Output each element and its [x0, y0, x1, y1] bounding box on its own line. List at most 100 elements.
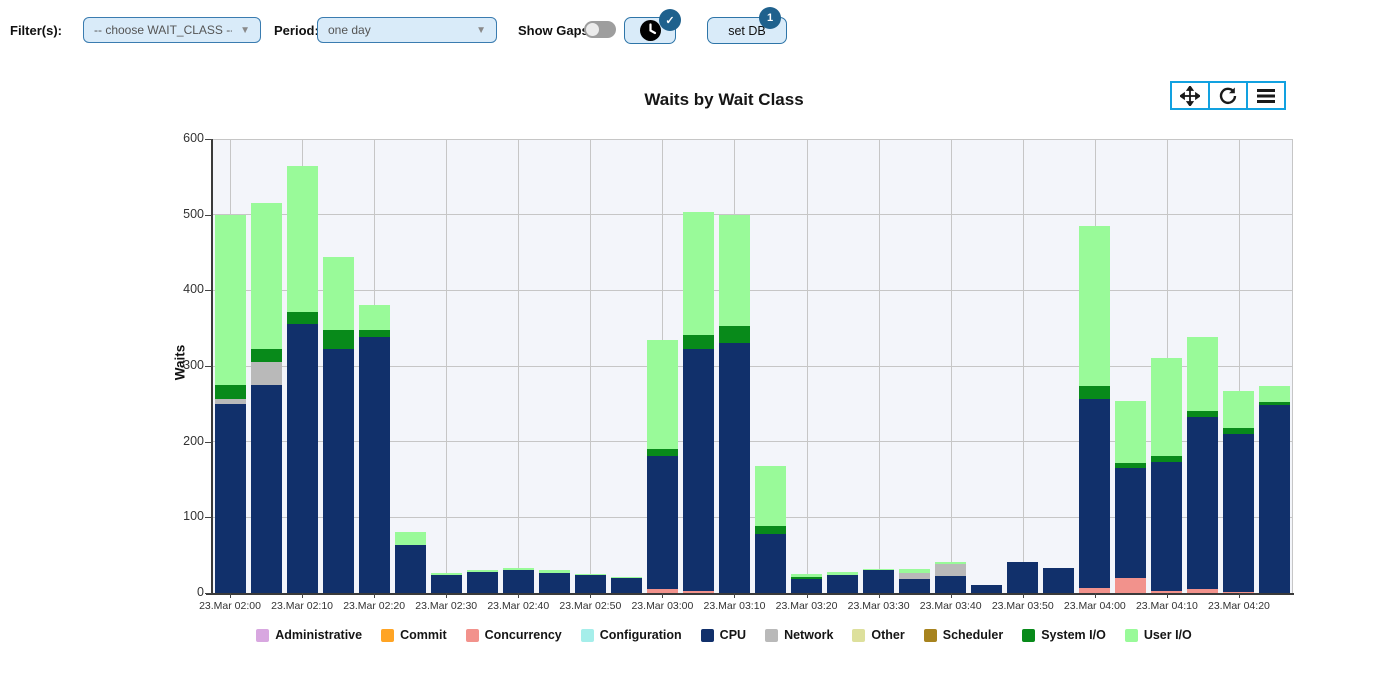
bar-stack[interactable] [1187, 139, 1219, 593]
bar-stack[interactable] [1259, 139, 1291, 593]
bar-segment [502, 569, 534, 593]
bar-stack[interactable] [466, 139, 498, 593]
bar-stack[interactable] [502, 139, 534, 593]
legend-item[interactable]: CPU [700, 628, 746, 642]
bar-segment [358, 305, 390, 331]
x-tick-label: 23.Mar 02:50 [559, 600, 622, 612]
bar-stack[interactable] [250, 139, 282, 593]
x-tick-label: 23.Mar 03:30 [847, 600, 910, 612]
bar-segment [214, 214, 246, 385]
x-tick-mark [806, 593, 808, 598]
bar-stack[interactable] [1079, 139, 1111, 593]
bar-segment [1259, 404, 1291, 593]
bar-segment [1043, 568, 1075, 593]
filters-label: Filter(s): [10, 23, 62, 38]
bar-segment [1187, 417, 1219, 590]
bar-stack[interactable] [1151, 139, 1183, 593]
bar-stack[interactable] [755, 139, 787, 593]
gridline-vertical [806, 139, 808, 593]
bar-segment [430, 574, 462, 593]
bar-stack[interactable] [863, 139, 895, 593]
bar-segment [1223, 428, 1255, 435]
bar-segment [899, 578, 931, 593]
bar-stack[interactable] [394, 139, 426, 593]
bar-stack[interactable] [971, 139, 1003, 593]
legend-item[interactable]: Concurrency [465, 628, 562, 642]
gridline-horizontal [212, 441, 1293, 443]
bar-segment [250, 384, 282, 593]
bar-segment [1115, 462, 1147, 469]
bar-stack[interactable] [610, 139, 642, 593]
bar-segment [863, 570, 895, 593]
legend-item[interactable]: Configuration [580, 628, 682, 642]
bar-segment [1007, 561, 1039, 593]
bar-stack[interactable] [358, 139, 390, 593]
bar-stack[interactable] [899, 139, 931, 593]
y-tick-label: 200 [183, 433, 204, 448]
bar-stack[interactable] [827, 139, 859, 593]
y-tick-label: 400 [183, 282, 204, 297]
bar-stack[interactable] [1115, 139, 1147, 593]
legend-item[interactable]: Other [852, 628, 905, 642]
bar-segment [214, 398, 246, 404]
refresh-icon [1219, 87, 1237, 104]
bar-segment [899, 568, 931, 573]
bar-segment [899, 572, 931, 579]
bar-stack[interactable] [538, 139, 570, 593]
gridline-horizontal [212, 516, 1293, 518]
bar-segment [935, 575, 967, 593]
bar-stack[interactable] [430, 139, 462, 593]
x-tick-label: 23.Mar 03:00 [631, 600, 694, 612]
bar-segment [827, 571, 859, 575]
gridline-vertical [950, 139, 952, 593]
bar-stack[interactable] [286, 139, 318, 593]
x-tick-label: 23.Mar 03:50 [991, 600, 1054, 612]
bar-stack[interactable] [214, 139, 246, 593]
bar-segment [1079, 385, 1111, 399]
bar-stack[interactable] [1043, 139, 1075, 593]
wait-class-select[interactable]: -- choose WAIT_CLASS -- ▼ [83, 17, 261, 43]
bar-stack[interactable] [1007, 139, 1039, 593]
refresh-button[interactable] [1208, 81, 1248, 110]
legend-swatch [700, 628, 714, 642]
gridline-horizontal [212, 138, 1293, 140]
legend-item[interactable]: Commit [381, 628, 447, 642]
bar-segment [250, 362, 282, 385]
bar-stack[interactable] [935, 139, 967, 593]
gridline-horizontal [212, 214, 1293, 216]
legend-item[interactable]: Administrative [256, 628, 362, 642]
bar-stack[interactable] [322, 139, 354, 593]
legend-item[interactable]: Network [765, 628, 833, 642]
bar-segment [718, 214, 750, 326]
bar-segment [791, 578, 823, 593]
chevron-down-icon: ▼ [240, 24, 250, 36]
bar-segment [718, 342, 750, 593]
bar-segment [1187, 589, 1219, 593]
legend-swatch [381, 628, 395, 642]
bar-stack[interactable] [1223, 139, 1255, 593]
bar-stack[interactable] [574, 139, 606, 593]
bar-segment [1187, 337, 1219, 411]
menu-button[interactable] [1246, 81, 1286, 110]
x-tick-label: 23.Mar 02:30 [415, 600, 478, 612]
gridline-vertical [446, 139, 448, 593]
bar-segment [358, 336, 390, 593]
bar-segment [682, 348, 714, 591]
legend-label: Configuration [599, 628, 682, 642]
gridline-horizontal [212, 365, 1293, 367]
bar-stack[interactable] [718, 139, 750, 593]
bar-stack[interactable] [791, 139, 823, 593]
bar-segment [430, 573, 462, 575]
legend-item[interactable]: Scheduler [923, 628, 1003, 642]
show-gaps-toggle[interactable] [584, 21, 616, 38]
y-tick-label: 100 [183, 509, 204, 524]
bar-stack[interactable] [646, 139, 678, 593]
bar-segment [286, 324, 318, 593]
legend-item[interactable]: System I/O [1022, 628, 1106, 642]
period-select[interactable]: one day ▼ [317, 17, 497, 43]
bar-segment [863, 568, 895, 571]
bar-segment [1259, 402, 1291, 405]
bar-stack[interactable] [682, 139, 714, 593]
legend-item[interactable]: User I/O [1124, 628, 1192, 642]
bar-segment [1151, 462, 1183, 591]
